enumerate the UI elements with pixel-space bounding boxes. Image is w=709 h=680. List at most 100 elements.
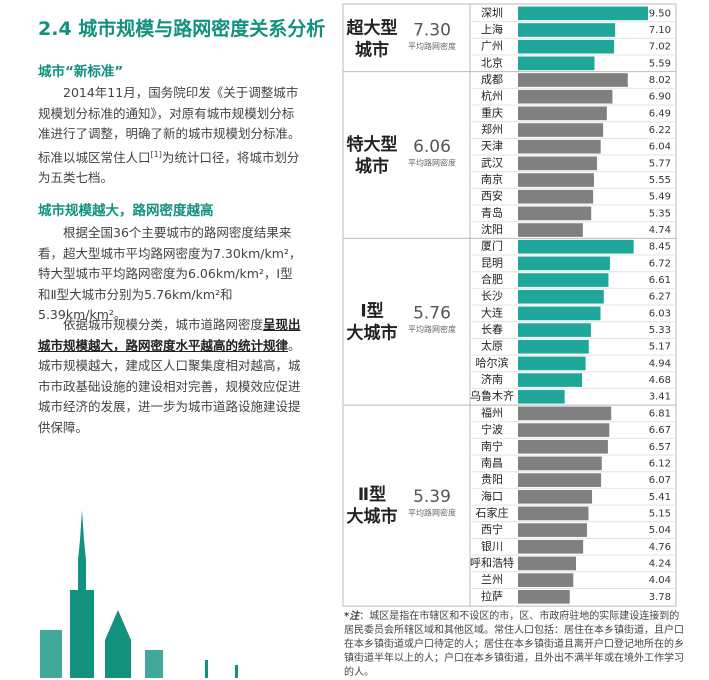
category-label: 西安 — [481, 189, 503, 203]
category-label: 昆明 — [481, 256, 503, 269]
bar — [518, 356, 586, 371]
skyline — [40, 510, 238, 678]
value-label: 4.74 — [649, 225, 671, 236]
category-label: 南京 — [481, 172, 503, 186]
bar — [518, 339, 589, 354]
group-name: 大城市 — [347, 506, 398, 527]
category-label: 拉萨 — [481, 589, 503, 603]
value-label: 9.50 — [649, 8, 671, 19]
section-title: 城市“新标准” — [38, 64, 124, 80]
category-label: 上海 — [481, 22, 503, 36]
category-label: 杭州 — [481, 89, 503, 103]
value-label: 5.55 — [649, 175, 671, 186]
bar — [518, 106, 607, 121]
emphasis: 呈现出城市规模越大，路网密度水平越高的统计规律 — [38, 317, 301, 353]
value-label: 6.04 — [649, 142, 671, 153]
average-caption: 平均路网密度 — [408, 508, 456, 518]
value-label: 6.49 — [649, 108, 671, 119]
value-label: 6.61 — [649, 275, 671, 286]
bar — [518, 189, 594, 204]
value-label: 6.81 — [649, 408, 671, 419]
bar — [518, 523, 587, 537]
value-label: 5.17 — [649, 342, 671, 353]
category-label: 乌鲁木齐 — [470, 389, 514, 403]
average-caption: 平均路网密度 — [408, 158, 456, 168]
bar — [518, 73, 628, 87]
paragraph: 根据全国36个主要城市的路网密度结果来看，超大型城市平均路网密度为7.30km/… — [38, 225, 302, 322]
category-label: 深圳 — [481, 6, 503, 19]
category-label: 青岛 — [481, 205, 503, 219]
note: *注：城区是指在市辖区和不设区的市，区、市政府驻地的实际建设连接到的居民委员会所… — [344, 610, 684, 680]
bar — [518, 139, 601, 154]
value-label: 3.41 — [649, 392, 671, 403]
value-label: 6.90 — [649, 92, 671, 103]
value-label: 7.10 — [649, 25, 671, 36]
value-label: 4.24 — [649, 558, 671, 569]
group-name: Ⅱ型 — [358, 484, 386, 505]
paragraph: 2014年11月，国务院印发《关于调整城市规模划分标准的通知》，对原有城市规模划… — [38, 83, 302, 189]
value-label: 3.78 — [649, 592, 671, 603]
bar — [518, 323, 591, 337]
category-label: 沈阳 — [481, 222, 503, 236]
value-label: 6.12 — [649, 458, 671, 469]
bar — [518, 456, 602, 471]
value-label: 6.27 — [649, 292, 671, 303]
bar — [518, 256, 610, 271]
group-average: 5.76 — [413, 304, 451, 324]
note-label: *注 — [344, 611, 360, 622]
bar — [518, 206, 592, 221]
category-label: 西宁 — [481, 522, 503, 536]
heading: 2.4 城市规模与路网密度关系分析 — [38, 18, 326, 40]
value-label: 4.76 — [649, 542, 671, 553]
value-label: 8.02 — [649, 75, 671, 86]
value-label: 5.77 — [649, 158, 671, 169]
group-name: 城市 — [355, 39, 389, 60]
bar — [518, 6, 648, 21]
bar — [518, 223, 583, 237]
category-label: 哈尔滨 — [476, 355, 509, 369]
category-label: 重庆 — [481, 105, 503, 119]
bar — [518, 306, 601, 321]
category-label: 成都 — [481, 73, 503, 86]
value-label: 6.67 — [649, 425, 671, 436]
bar — [518, 406, 612, 421]
group-name: 特大型 — [347, 134, 398, 155]
category-label: 郑州 — [481, 122, 503, 136]
value-label: 4.04 — [649, 575, 671, 586]
bar — [518, 473, 602, 487]
value-label: 6.22 — [649, 125, 671, 136]
value-label: 4.68 — [649, 375, 671, 386]
bar — [518, 389, 565, 404]
category-label: 武汉 — [481, 156, 503, 169]
category-label: 长春 — [481, 323, 503, 336]
note-text: ：城区是指在市辖区和不设区的市，区、市政府驻地的实际建设连接到的居民委员会所辖区… — [344, 611, 684, 678]
category-label: 银川 — [481, 539, 503, 553]
group-average: 7.30 — [413, 20, 451, 40]
category-label: 合肥 — [481, 272, 503, 286]
category-label: 呼和浩特 — [470, 555, 514, 569]
value-label: 5.41 — [649, 492, 671, 503]
bar — [518, 439, 608, 454]
text: 依据城市规模分类，城市道路网密度 — [63, 317, 264, 332]
value-label: 5.49 — [649, 192, 671, 203]
text: 。城市规模越大，建成区人口聚集度相对越高，城市市政基础设施的建设相对完善，规模效… — [38, 337, 301, 435]
category-label: 贵阳 — [481, 473, 503, 486]
group-name: 超大型 — [347, 17, 398, 38]
average-caption: 平均路网密度 — [408, 324, 456, 334]
bar — [518, 23, 616, 37]
value-label: 5.15 — [649, 508, 671, 519]
bar — [518, 156, 597, 171]
value-label: 7.02 — [649, 42, 671, 53]
value-label: 6.03 — [649, 308, 671, 319]
category-label: 厦门 — [481, 239, 503, 253]
group-average: 5.39 — [413, 487, 451, 507]
bar — [518, 239, 634, 254]
category-label: 北京 — [481, 55, 503, 69]
bar — [518, 273, 609, 287]
category-label: 广州 — [481, 40, 503, 53]
footnote-ref: [1] — [150, 149, 162, 159]
category-label: 兰州 — [481, 573, 503, 586]
category-label: 福州 — [481, 405, 503, 419]
bar — [518, 89, 613, 104]
bar — [518, 539, 584, 554]
